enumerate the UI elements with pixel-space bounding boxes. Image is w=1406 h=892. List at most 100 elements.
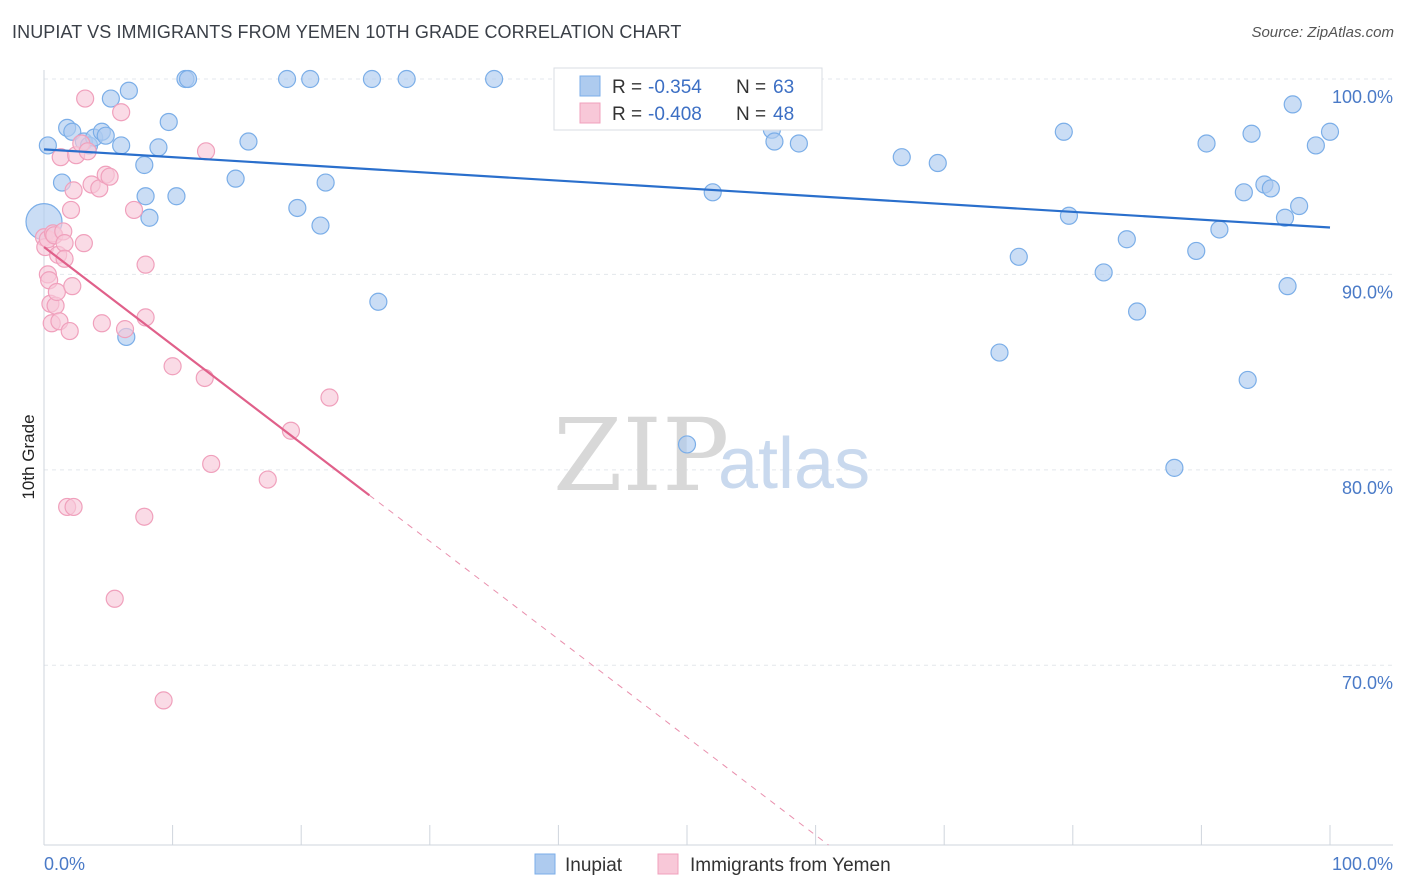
point-inupiat [149,138,168,157]
point-inupiat [1242,124,1261,143]
legend-n-label-2: N = [736,104,766,125]
point-yemen [63,277,82,296]
point-inupiat [1009,247,1028,266]
x-tick-marks [43,825,1331,845]
point-yemen [196,142,216,161]
legend-r-value-2: -0.408 [648,104,702,125]
point-inupiat [1054,122,1073,141]
point-inupiat [159,112,178,132]
point-yemen [47,282,66,302]
point-inupiat [1238,370,1257,390]
trend-line-yemen [43,246,371,497]
y-tick-labels: 70.0% 80.0% 90.0% 100.0% [1332,87,1393,693]
point-yemen [112,103,131,122]
point-yemen [202,454,221,474]
series-legend-label-yemen: Immigrants from Yemen [690,855,891,876]
point-yemen [92,314,111,333]
point-inupiat [362,69,382,89]
point-yemen [55,249,74,268]
point-inupiat [1210,220,1229,239]
point-inupiat [101,89,120,108]
trend-lines [43,148,1331,846]
point-yemen [105,589,124,608]
point-yemen [258,470,277,489]
series-yemen-points [34,89,339,710]
watermark-zip: ZIP [553,397,729,514]
point-inupiat [277,69,297,89]
series-legend-swatch-yemen [657,853,679,875]
legend-swatch-yemen [579,102,601,124]
y-tick-label-100: 100.0% [1332,87,1393,107]
legend-r-label-2: R = [612,104,642,125]
trend-line-inupiat [43,148,1331,229]
point-inupiat [135,155,154,175]
point-yemen [60,321,79,341]
point-yemen [320,388,339,407]
point-yemen [136,255,155,274]
point-inupiat [119,81,138,100]
x-tick-label-min: 0.0% [44,854,85,874]
point-inupiat [1320,122,1340,141]
legend-swatch-inupiat [579,75,601,97]
point-yemen [100,167,119,186]
point-inupiat [311,216,330,235]
point-inupiat [1127,302,1147,321]
point-inupiat [1261,179,1280,198]
point-inupiat [226,169,245,188]
point-yemen [76,89,95,108]
y-tick-label-70: 70.0% [1342,673,1393,693]
point-inupiat [167,187,186,206]
y-tick-label-80: 80.0% [1342,478,1393,498]
point-inupiat [140,208,159,227]
point-yemen [163,357,182,376]
point-inupiat [1165,458,1184,477]
series-legend: Inupiat Immigrants from Yemen [534,853,891,876]
point-inupiat [892,148,911,167]
point-yemen [55,234,74,253]
point-yemen [281,421,301,440]
y-tick-label-90: 90.0% [1342,282,1393,302]
series-legend-swatch-inupiat [534,853,556,875]
point-inupiat [288,198,307,218]
point-inupiat [928,153,947,173]
grid-lines [44,78,1393,666]
point-inupiat [1197,134,1216,153]
point-inupiat [1187,241,1206,261]
point-inupiat [1290,196,1309,216]
point-inupiat [703,183,722,202]
point-inupiat [239,132,258,151]
point-inupiat [112,136,131,155]
point-yemen [135,507,154,526]
point-inupiat [1275,208,1295,227]
point-inupiat [1094,263,1113,282]
series-legend-label-inupiat: Inupiat [565,855,623,876]
point-inupiat [677,435,697,454]
legend-r-label-1: R = [612,77,642,98]
point-inupiat [316,173,335,192]
point-inupiat [1117,230,1136,249]
point-inupiat [789,134,808,153]
watermark-atlas: atlas [718,424,870,504]
point-yemen [115,320,135,339]
point-inupiat [1059,206,1079,225]
point-inupiat [397,69,416,89]
legend-r-value-1: -0.354 [648,77,702,98]
point-inupiat [369,292,388,311]
source-label: Source: ZipAtlas.com [1251,24,1394,41]
point-inupiat [301,69,320,89]
chart-title: INUPIAT VS IMMIGRANTS FROM YEMEN 10TH GR… [12,22,682,42]
point-yemen [154,691,173,710]
point-inupiat [136,187,155,206]
y-axis-label: 10th Grade [19,414,38,499]
point-inupiat [1234,183,1253,202]
point-inupiat [990,343,1009,362]
point-inupiat [178,69,198,89]
point-yemen [74,234,93,253]
point-yemen [124,200,144,220]
point-inupiat [1306,136,1325,155]
point-inupiat [485,69,504,89]
legend-n-value-2: 48 [773,104,794,125]
point-yemen [61,200,81,220]
legend-n-value-1: 63 [773,77,794,98]
